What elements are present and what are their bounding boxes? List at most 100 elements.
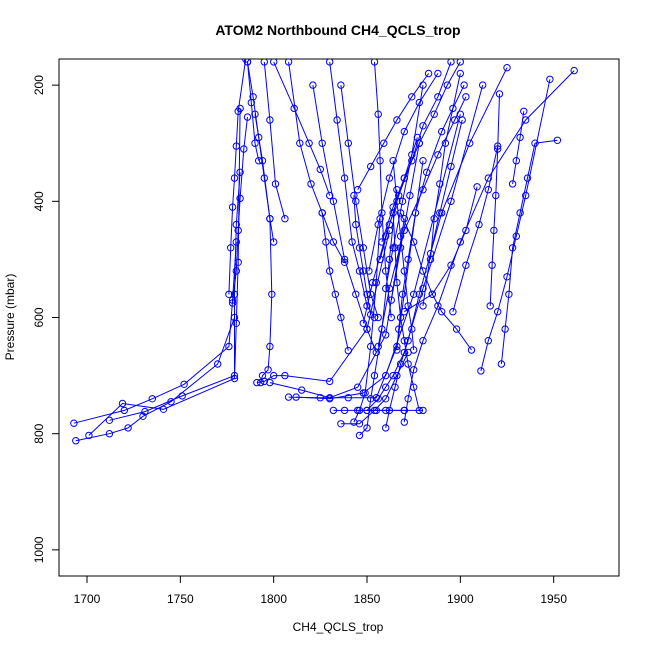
data-point [505,290,513,298]
data-point [329,197,338,206]
y-tick-label: 600 [32,307,46,327]
data-point [331,290,339,298]
chart-title: ATOM2 Northbound CH4_QCLS_trop [215,22,460,38]
series-line [489,93,500,306]
data-point [430,110,438,118]
data-point [270,371,278,380]
data-point [363,424,371,432]
data-point [413,133,422,142]
data-point [523,174,532,182]
series-line [390,143,420,301]
data-point [266,116,274,124]
series-line [500,139,558,365]
series-7 [251,110,276,387]
data-point [230,374,239,383]
data-point [318,139,326,147]
data-point [260,377,268,386]
data-point [337,81,345,89]
data-point [270,59,278,66]
data-point [415,290,423,298]
data-point [367,290,375,298]
data-point [419,337,427,345]
data-point [234,226,242,235]
data-point [370,59,379,66]
data-point [419,267,427,275]
data-point [419,81,427,89]
series-line [374,61,392,318]
data-point [359,319,367,327]
series-line [73,241,237,424]
series-11 [292,110,464,403]
data-point [462,226,470,235]
data-point [389,244,397,252]
series-line [512,111,525,184]
data-point [497,360,506,368]
series-32 [354,69,433,194]
data-point [475,220,483,229]
data-point [389,157,397,165]
data-point [486,302,494,310]
series-line [263,61,286,219]
data-point [105,430,114,438]
series-line [480,79,551,372]
data-point [367,162,375,171]
data-point [382,424,390,432]
data-point [395,325,403,333]
data-point [385,174,394,182]
data-point [232,142,241,150]
data-point [361,389,369,397]
x-axis-label: CH4_QCLS_trop [293,620,384,634]
data-point [344,139,352,147]
data-point [148,395,157,403]
data-point [430,215,438,223]
data-point [382,267,390,275]
data-point [367,395,375,403]
data-point [393,116,401,124]
series-line [247,61,260,161]
data-point [434,302,442,310]
data-point [520,107,528,116]
series-line [359,189,398,436]
data-point [326,59,334,66]
series-line [321,212,349,351]
data-point [281,215,289,223]
data-point [473,183,481,191]
data-point [447,197,455,206]
series-line [329,61,375,318]
series-line [88,108,241,436]
data-point [438,127,446,136]
series-line [422,119,463,306]
data-point [352,290,360,298]
series-line [247,61,275,243]
data-point [355,267,364,275]
data-point [255,157,263,165]
data-point [516,209,524,217]
series-29 [508,107,528,188]
series-line [366,84,484,411]
data-point [391,244,399,252]
data-point [230,174,239,182]
data-point [228,299,237,307]
data-point [436,180,444,188]
series-28 [486,90,504,310]
data-point [105,416,114,424]
data-point [225,290,233,298]
series-line [385,85,424,289]
data-point [400,174,408,182]
y-axis-label: Pressure (mbar) [3,274,17,361]
series-19 [393,81,468,354]
data-point [508,244,517,252]
data-point [516,133,524,142]
data-point [243,113,252,121]
data-point [281,371,289,380]
data-point [236,168,244,177]
data-point [225,342,233,351]
data-point [376,157,384,165]
data-point [492,191,500,200]
data-point [462,93,470,101]
series-layer [70,59,578,445]
data-point [352,197,360,206]
data-point [419,302,427,310]
data-point [400,308,408,316]
data-point [508,180,517,188]
